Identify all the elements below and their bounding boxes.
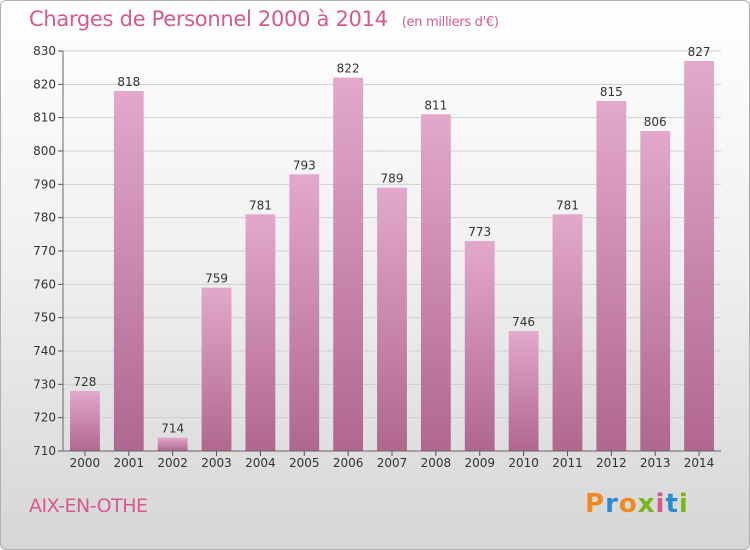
bar xyxy=(377,187,407,451)
x-tick-label: 2010 xyxy=(508,456,539,470)
data-label: 827 xyxy=(688,45,711,59)
data-label: 806 xyxy=(644,115,667,129)
x-tick-label: 2000 xyxy=(70,456,101,470)
logo-letter: t xyxy=(665,489,679,519)
bar xyxy=(201,287,232,451)
bar xyxy=(113,91,144,451)
x-tick-label: 2005 xyxy=(289,456,320,470)
y-tick-label: 830 xyxy=(33,44,56,58)
data-label: 781 xyxy=(249,198,272,212)
bar xyxy=(245,214,276,451)
data-label: 818 xyxy=(117,75,140,89)
bar xyxy=(333,77,364,452)
logo-letter: r xyxy=(605,489,619,519)
data-label: 815 xyxy=(600,85,623,99)
bar xyxy=(70,391,100,451)
chart-title-text: Charges de Personnel 2000 à 2014 xyxy=(29,7,388,31)
y-tick-label: 780 xyxy=(33,211,56,225)
x-tick-label: 2013 xyxy=(640,456,671,470)
bar xyxy=(464,241,495,451)
y-tick-label: 710 xyxy=(33,444,56,458)
x-tick-label: 2014 xyxy=(684,456,715,470)
data-label: 773 xyxy=(468,225,491,239)
y-tick-label: 760 xyxy=(33,277,56,291)
data-label: 793 xyxy=(293,158,316,172)
x-tick-label: 2008 xyxy=(421,456,452,470)
x-tick-label: 2004 xyxy=(245,456,276,470)
x-tick-label: 2009 xyxy=(464,456,495,470)
y-tick-label: 740 xyxy=(33,344,56,358)
y-tick-label: 800 xyxy=(33,144,56,158)
axes: 710 720 730 740 750 760 770 780 790 800 810 820 830 2… xyxy=(33,44,721,470)
place-name: AIX-EN-OTHE xyxy=(29,495,148,517)
chart-title: Charges de Personnel 2000 à 2014 (en mill… xyxy=(29,7,499,31)
x-tick-label: 2012 xyxy=(596,456,627,470)
x-tick-label: 2007 xyxy=(377,456,408,470)
data-label: 746 xyxy=(512,315,535,329)
data-label: 811 xyxy=(424,98,447,112)
logo-letter: P xyxy=(585,489,606,519)
bars: 728 818 714 759 781 793 822 789 811 773 746 781 815 8… xyxy=(70,45,714,452)
x-tick-label: 2002 xyxy=(157,456,188,470)
bar xyxy=(640,131,671,451)
data-label: 714 xyxy=(161,422,184,436)
bar xyxy=(596,101,627,451)
logo-letter: o xyxy=(618,489,638,519)
bar xyxy=(420,114,451,451)
x-tick-label: 2001 xyxy=(114,456,145,470)
bar xyxy=(157,437,188,451)
bar xyxy=(552,214,583,451)
y-tick-label: 820 xyxy=(33,77,56,91)
data-label: 822 xyxy=(337,62,360,76)
x-tick-label: 2003 xyxy=(201,456,232,470)
y-tick-label: 730 xyxy=(33,377,56,391)
logo-letter: i xyxy=(678,489,689,519)
y-tick-label: 790 xyxy=(33,177,56,191)
data-label: 781 xyxy=(556,198,579,212)
chart-subtitle: (en milliers d'€) xyxy=(401,15,499,30)
data-label: 789 xyxy=(381,172,404,186)
y-tick-label: 720 xyxy=(33,411,56,425)
bar xyxy=(289,174,320,452)
x-tick-label: 2006 xyxy=(333,456,364,470)
y-tick-label: 770 xyxy=(33,244,56,258)
bar xyxy=(684,61,714,451)
logo-letter: i xyxy=(655,489,666,519)
data-label: 759 xyxy=(205,272,228,286)
proxiti-logo: Proxiti xyxy=(585,489,689,519)
x-tick-label: 2011 xyxy=(552,456,583,470)
bar xyxy=(508,331,539,451)
y-tick-label: 810 xyxy=(33,111,56,125)
logo-letter: x xyxy=(637,489,656,519)
y-tick-label: 750 xyxy=(33,311,56,325)
data-label: 728 xyxy=(73,375,96,389)
